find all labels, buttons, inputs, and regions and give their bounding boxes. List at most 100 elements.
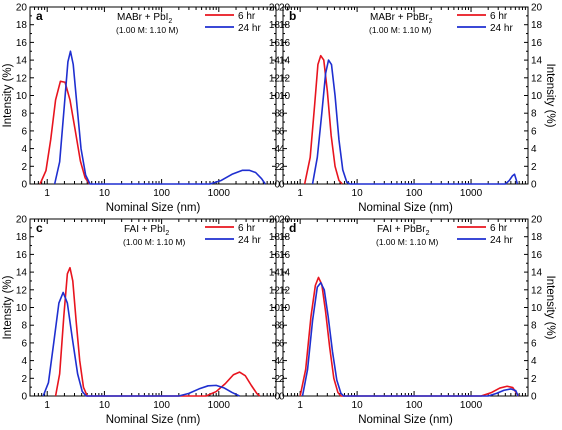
y-tick-label-right: 2 bbox=[279, 374, 285, 385]
y-tick-label-left: 2 bbox=[274, 162, 280, 173]
y-tick-label-left: 10 bbox=[269, 91, 281, 102]
panel-letter: a bbox=[36, 9, 43, 23]
y-tick-label-right: 14 bbox=[531, 268, 543, 279]
y-tick-label-right: 6 bbox=[531, 126, 537, 137]
y-tick-label-left: 20 bbox=[16, 3, 28, 14]
y-tick-label-right: 14 bbox=[531, 56, 543, 67]
y-tick-label-left: 6 bbox=[21, 126, 27, 137]
y-tick-label-right: 10 bbox=[279, 91, 291, 102]
y-tick-label-right: 10 bbox=[531, 303, 543, 314]
y-tick-label-left: 16 bbox=[16, 38, 28, 49]
x-tick-label: 1000 bbox=[460, 400, 483, 411]
panel-title: FAI + PbBr2 bbox=[377, 224, 430, 237]
x-tick-label: 10 bbox=[99, 400, 111, 411]
x-tick-label: 10 bbox=[99, 188, 111, 199]
y-tick-label-right: 8 bbox=[531, 109, 537, 120]
y-tick-label-right: 8 bbox=[279, 321, 285, 332]
y-tick-label-left: 6 bbox=[21, 338, 27, 349]
x-tick-label: 1000 bbox=[208, 400, 231, 411]
x-tick-label: 100 bbox=[406, 400, 423, 411]
y-tick-label-left: 20 bbox=[16, 215, 28, 226]
y-axis-label: Intensity (%) bbox=[544, 276, 556, 340]
legend-label: 24 hr bbox=[238, 235, 261, 246]
y-tick-label-right: 20 bbox=[279, 215, 291, 226]
y-tick-label-left: 4 bbox=[274, 144, 280, 155]
y-tick-label-right: 16 bbox=[531, 38, 543, 49]
y-tick-label-right: 6 bbox=[531, 338, 537, 349]
y-tick-label-right: 18 bbox=[279, 232, 291, 243]
y-tick-label-left: 10 bbox=[269, 303, 281, 314]
y-tick-label-left: 8 bbox=[21, 321, 27, 332]
y-tick-label-left: 18 bbox=[269, 20, 281, 31]
y-tick-label-left: 6 bbox=[274, 126, 280, 137]
series-line-24-hr bbox=[301, 281, 519, 397]
series-line-6-hr bbox=[303, 54, 343, 185]
y-tick-label-left: 20 bbox=[269, 3, 281, 14]
x-tick-label: 10 bbox=[352, 400, 364, 411]
y-tick-label-right: 20 bbox=[531, 3, 543, 14]
y-tick-label-right: 8 bbox=[531, 321, 537, 332]
y-axis-label: Intensity (%) bbox=[544, 64, 556, 128]
y-tick-label-right: 8 bbox=[279, 109, 285, 120]
y-tick-label-right: 2 bbox=[279, 162, 285, 173]
y-tick-label-right: 12 bbox=[531, 73, 543, 84]
legend-label: 6 hr bbox=[238, 223, 256, 234]
y-tick-label-left: 16 bbox=[269, 250, 281, 261]
x-tick-label: 100 bbox=[406, 188, 423, 199]
y-tick-label-left: 12 bbox=[16, 285, 28, 296]
y-tick-label-left: 12 bbox=[269, 73, 281, 84]
y-tick-label-left: 0 bbox=[21, 180, 27, 191]
panel-letter: b bbox=[289, 9, 296, 23]
y-tick-label-left: 18 bbox=[16, 232, 28, 243]
y-axis-label: Intensity (%) bbox=[2, 275, 14, 339]
y-tick-label-left: 14 bbox=[269, 56, 281, 67]
y-tick-label-left: 8 bbox=[274, 109, 280, 120]
series-line-6-hr bbox=[299, 276, 520, 397]
y-tick-label-left: 2 bbox=[274, 374, 280, 385]
y-tick-label-left: 0 bbox=[21, 392, 27, 403]
y-tick-label-left: 10 bbox=[16, 303, 28, 314]
series-line-24-hr bbox=[42, 291, 240, 397]
y-tick-label-left: 6 bbox=[274, 338, 280, 349]
y-tick-label-left: 2 bbox=[21, 374, 27, 385]
panel-concentration: (1.00 M: 1.10 M) bbox=[123, 237, 186, 247]
y-tick-label-right: 20 bbox=[279, 3, 291, 14]
y-tick-label-right: 0 bbox=[279, 392, 285, 403]
x-axis-label: Nominal Size (nm) bbox=[106, 202, 201, 214]
y-tick-label-right: 4 bbox=[531, 356, 537, 367]
y-tick-label-left: 8 bbox=[21, 109, 27, 120]
y-tick-label-left: 16 bbox=[16, 250, 28, 261]
legend-label: 6 hr bbox=[238, 11, 256, 22]
y-tick-label-left: 20 bbox=[269, 215, 281, 226]
y-tick-label-right: 16 bbox=[279, 250, 291, 261]
panel-concentration: (1.00 M: 1.10 M) bbox=[369, 25, 432, 35]
y-tick-label-right: 14 bbox=[279, 56, 291, 67]
y-tick-label-right: 2 bbox=[531, 374, 537, 385]
panel-concentration: (1.00 M: 1.10 M) bbox=[376, 237, 439, 247]
y-tick-label-right: 2 bbox=[531, 162, 537, 173]
y-tick-label-left: 14 bbox=[16, 56, 28, 67]
y-tick-label-left: 18 bbox=[16, 20, 28, 31]
y-tick-label-right: 10 bbox=[279, 303, 291, 314]
y-tick-label-left: 18 bbox=[269, 232, 281, 243]
y-tick-label-left: 0 bbox=[274, 392, 280, 403]
y-tick-label-right: 0 bbox=[531, 392, 537, 403]
y-tick-label-right: 12 bbox=[279, 73, 291, 84]
y-tick-label-left: 2 bbox=[21, 162, 27, 173]
y-tick-label-left: 14 bbox=[269, 268, 281, 279]
panel-concentration: (1.00 M: 1.10 M) bbox=[116, 25, 179, 35]
y-tick-label-right: 12 bbox=[279, 285, 291, 296]
y-tick-label-right: 0 bbox=[279, 180, 285, 191]
y-tick-label-left: 8 bbox=[274, 321, 280, 332]
y-tick-label-left: 4 bbox=[21, 356, 27, 367]
y-tick-label-right: 18 bbox=[531, 232, 543, 243]
panel-title: MABr + PbBr2 bbox=[370, 12, 433, 25]
y-tick-label-right: 20 bbox=[531, 215, 543, 226]
panel-title-subscript: 2 bbox=[165, 230, 169, 237]
y-tick-label-right: 18 bbox=[531, 20, 543, 31]
x-tick-label: 100 bbox=[153, 188, 170, 199]
